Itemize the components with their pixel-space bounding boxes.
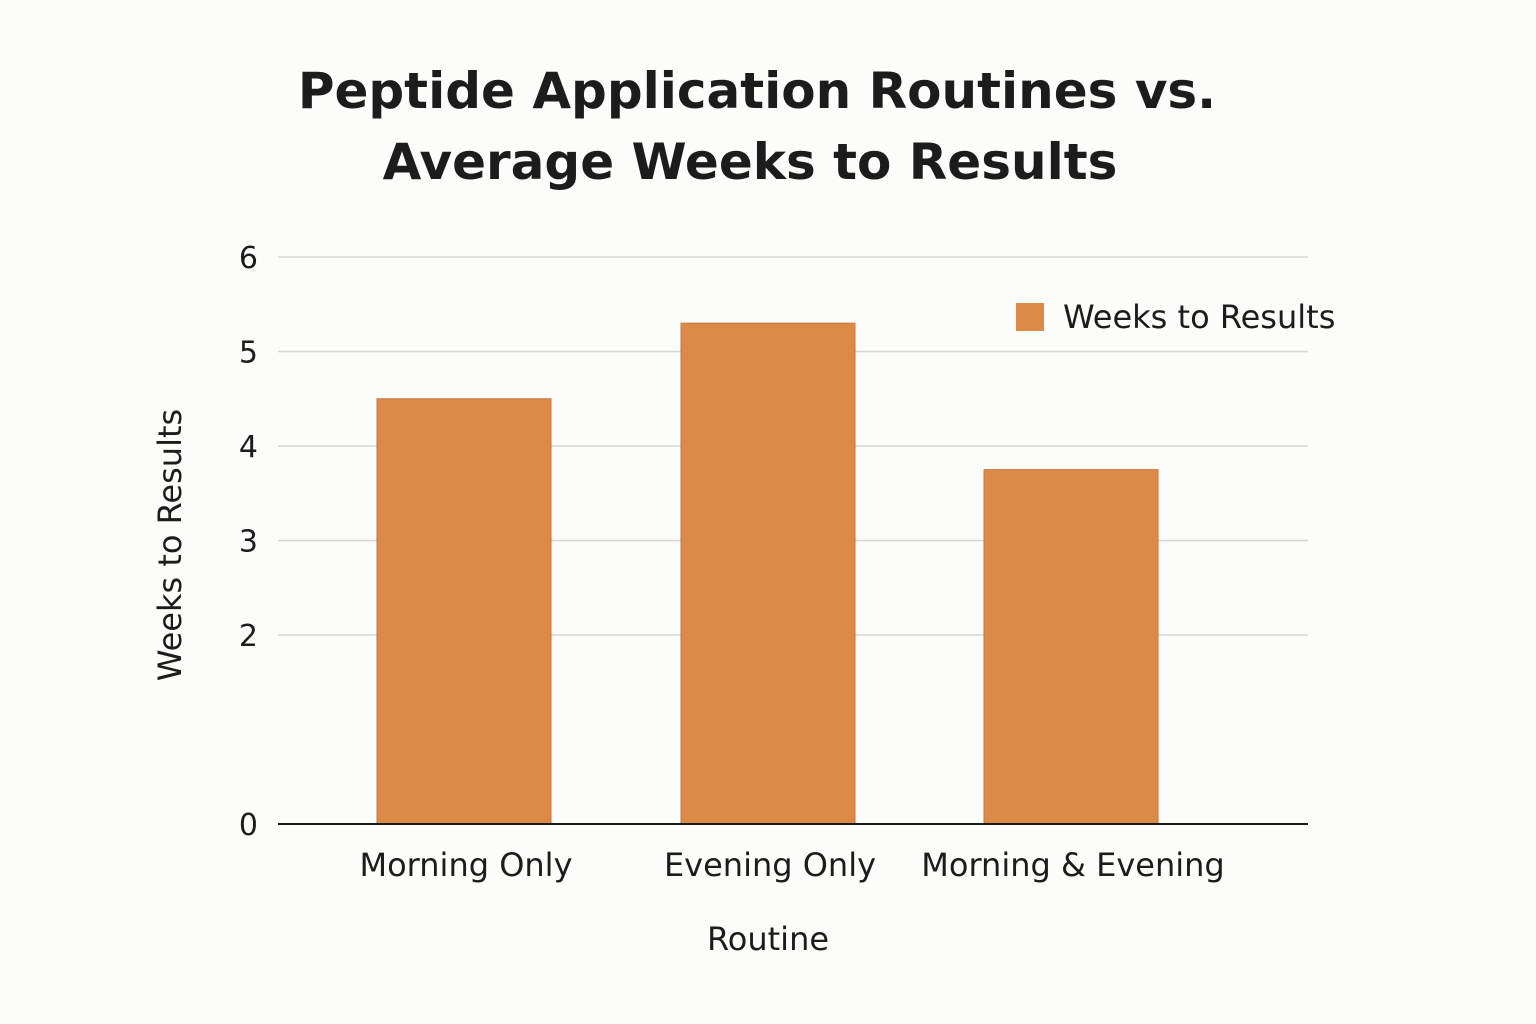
legend-label: Weeks to Results <box>1063 298 1335 336</box>
legend: Weeks to Results <box>1016 298 1335 336</box>
y-tick-label: 3 <box>239 525 258 560</box>
bar <box>680 322 856 825</box>
y-tick-label: 0 <box>239 808 258 843</box>
chart-title-line-1: Peptide Application Routines vs. <box>298 62 1216 120</box>
bars <box>376 322 1159 825</box>
y-tick-label: 5 <box>239 336 258 371</box>
y-tick-label: 2 <box>239 619 258 654</box>
x-tick-label: Morning Only <box>359 846 572 884</box>
x-axis-ticks: Morning Only Evening Only Morning & Evenin… <box>359 846 1224 884</box>
x-tick-label: Morning & Evening <box>921 846 1224 884</box>
y-axis-title: Weeks to Results <box>151 409 189 681</box>
y-tick-label: 6 <box>239 241 258 276</box>
x-tick-label: Evening Only <box>664 846 876 884</box>
legend-swatch <box>1016 303 1044 331</box>
y-axis-ticks: 0 2 3 4 5 6 <box>239 241 258 843</box>
chart-title-line-2: Average Weeks to Results <box>383 133 1118 191</box>
y-tick-label: 4 <box>239 430 258 465</box>
x-axis-title: Routine <box>707 920 829 958</box>
chart-title: Peptide Application Routines vs. Average… <box>298 62 1216 191</box>
bar <box>376 398 552 825</box>
bar <box>983 469 1159 825</box>
